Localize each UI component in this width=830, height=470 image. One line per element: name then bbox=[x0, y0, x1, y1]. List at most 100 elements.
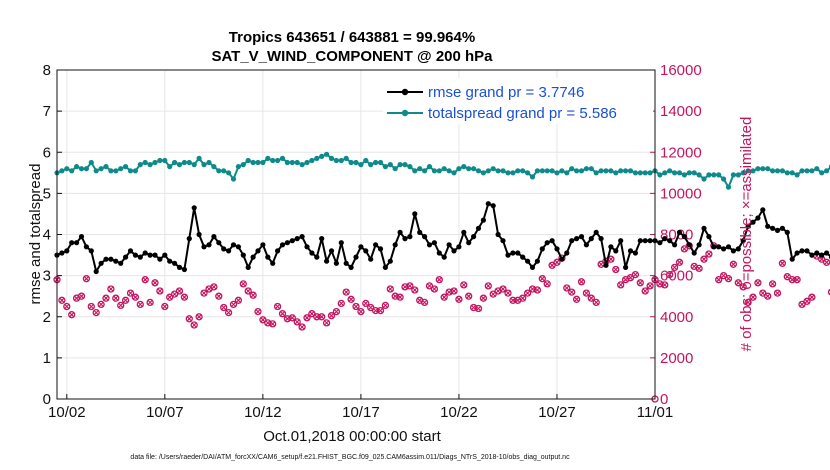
rmse-point bbox=[314, 254, 320, 260]
y-tick-label: 5 bbox=[43, 185, 51, 202]
rmse-point bbox=[83, 244, 89, 250]
x-tick-label: 11/01 bbox=[637, 404, 673, 421]
rmse-point bbox=[515, 250, 521, 256]
totalspread-point bbox=[794, 172, 800, 178]
obs-point bbox=[298, 323, 306, 331]
totalspread-point bbox=[152, 159, 158, 166]
rmse-point bbox=[642, 238, 648, 244]
totalspread-point bbox=[78, 166, 85, 172]
totalspread-point bbox=[412, 168, 418, 174]
obs-point bbox=[239, 280, 247, 288]
rmse-point bbox=[480, 217, 486, 223]
rmse-point bbox=[319, 236, 325, 242]
rmse-point bbox=[426, 242, 433, 248]
y-tick-label: 6 bbox=[43, 144, 51, 161]
obs-point bbox=[215, 292, 223, 300]
obs-point bbox=[411, 286, 419, 294]
totalspread-point bbox=[789, 170, 795, 176]
obs-point bbox=[254, 307, 262, 316]
obs-point bbox=[450, 287, 458, 295]
totalspread-point bbox=[93, 168, 99, 174]
totalspread-point bbox=[564, 170, 570, 176]
obs-point bbox=[420, 298, 429, 307]
rmse-point bbox=[294, 236, 300, 242]
obs-point bbox=[543, 280, 551, 288]
totalspread-point bbox=[279, 155, 286, 161]
totalspread-point bbox=[613, 170, 619, 176]
y-tick-label-right: 0 bbox=[660, 391, 668, 408]
rmse-point bbox=[132, 252, 138, 258]
obs-point bbox=[803, 297, 811, 305]
totalspread-point bbox=[137, 162, 143, 168]
rmse-point bbox=[304, 244, 310, 250]
obs-point bbox=[773, 289, 782, 297]
obs-point bbox=[749, 293, 757, 301]
totalspread-point bbox=[495, 168, 501, 174]
obs-point bbox=[87, 302, 95, 311]
totalspread-point bbox=[681, 172, 688, 178]
totalspread-point bbox=[446, 168, 452, 174]
obs-point bbox=[582, 289, 591, 297]
totalspread-point bbox=[598, 168, 604, 174]
rmse-point bbox=[598, 236, 604, 242]
rmse-point bbox=[93, 268, 99, 275]
obs-point bbox=[563, 284, 571, 292]
rmse-point bbox=[574, 236, 580, 242]
y-axis-label: rmse and totalspread bbox=[27, 164, 44, 305]
rmse-point bbox=[672, 242, 678, 248]
x-tick-label: 10/22 bbox=[440, 404, 478, 421]
totalspread-point bbox=[770, 168, 776, 174]
totalspread-point bbox=[745, 168, 751, 174]
obs-point bbox=[293, 318, 301, 326]
rmse-point bbox=[623, 264, 629, 270]
rmse-point bbox=[578, 234, 585, 240]
totalspread-point bbox=[642, 170, 648, 176]
totalspread-point bbox=[608, 168, 614, 174]
obs-point bbox=[636, 279, 644, 287]
totalspread-point bbox=[819, 170, 825, 176]
totalspread-point bbox=[245, 157, 251, 164]
y-tick-label: 0 bbox=[43, 391, 51, 408]
totalspread-point bbox=[186, 159, 192, 166]
rmse-point bbox=[397, 229, 403, 235]
rmse-point bbox=[216, 240, 222, 246]
rmse-point bbox=[564, 250, 570, 256]
grid bbox=[57, 70, 656, 399]
totalspread-point bbox=[284, 159, 290, 166]
totalspread-point bbox=[520, 168, 526, 174]
totalspread-point bbox=[230, 176, 237, 182]
rmse-point bbox=[559, 256, 565, 262]
totalspread-point bbox=[162, 157, 168, 164]
obs-point bbox=[322, 319, 331, 327]
rmse-point bbox=[740, 238, 746, 244]
rmse-point bbox=[529, 264, 536, 270]
obs-point bbox=[200, 289, 208, 297]
totalspread-point bbox=[167, 164, 173, 170]
rmse-point bbox=[706, 234, 712, 240]
totalspread-point bbox=[711, 172, 717, 178]
totalspread-point bbox=[814, 166, 820, 172]
rmse-point bbox=[343, 260, 349, 266]
totalspread-point bbox=[529, 174, 536, 180]
rmse-point bbox=[392, 242, 398, 248]
totalspread-point bbox=[407, 164, 413, 170]
totalspread-point bbox=[632, 170, 639, 176]
totalspread-point bbox=[108, 168, 114, 174]
y-axis-label-right: # of obs: o=possible; ×=assimilated bbox=[738, 117, 755, 352]
obs-point bbox=[318, 313, 326, 321]
rmse-point bbox=[520, 254, 526, 260]
rmse-point bbox=[113, 258, 119, 264]
obs-point bbox=[269, 320, 277, 328]
totalspread-point bbox=[603, 168, 609, 174]
rmse-point bbox=[613, 248, 619, 254]
rmse-point bbox=[309, 250, 315, 256]
obs-point bbox=[112, 294, 120, 302]
rmse-point bbox=[196, 231, 202, 238]
obs-point bbox=[661, 281, 669, 289]
obs-point bbox=[440, 293, 448, 301]
obs-point bbox=[406, 282, 414, 290]
rmse-point bbox=[201, 244, 207, 250]
rmse-point bbox=[363, 248, 369, 254]
rmse-point bbox=[774, 227, 781, 233]
totalspread-point bbox=[191, 162, 197, 168]
